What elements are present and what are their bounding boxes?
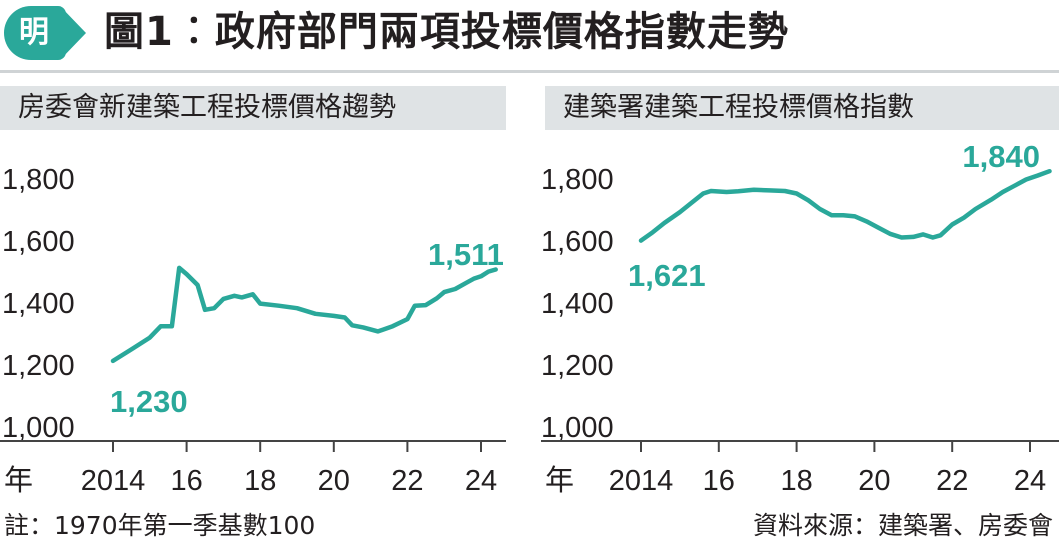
right-end-value-label: 1,840 xyxy=(962,139,1040,174)
left-x-axis-label: 年 xyxy=(4,463,33,497)
left-start-value-label: 1,230 xyxy=(110,384,188,419)
left-x-tick-label: 20 xyxy=(318,465,350,497)
logo-text: 明 xyxy=(19,15,49,50)
left-y-tick-label: 1,800 xyxy=(2,164,75,196)
left-end-value-label: 1,511 xyxy=(428,237,504,272)
right-x-axis-label: 年 xyxy=(545,463,574,497)
right-x-tick-label: 22 xyxy=(936,465,968,497)
page-title: 圖1︰政府部門兩項投標價格指數走勢 xyxy=(104,9,789,55)
header-rule xyxy=(0,70,1059,73)
left-y-tick-label: 1,200 xyxy=(2,350,75,382)
right-y-tick-label: 1,200 xyxy=(541,350,614,382)
footnote: 註：1970年第一季基數100 xyxy=(4,511,316,540)
source-note: 資料來源：建築署、房委會 xyxy=(752,511,1053,540)
right-x-tick-label: 24 xyxy=(1014,465,1046,497)
right-y-tick-label: 1,600 xyxy=(541,226,614,258)
left-x-tick-label: 2014 xyxy=(81,465,146,497)
right-chart-title: 建築署建築工程投標價格指數 xyxy=(545,86,1059,130)
left-x-tick-label: 22 xyxy=(391,465,423,497)
left-series-line xyxy=(110,265,498,364)
right-x-tick-label: 2014 xyxy=(609,465,674,497)
right-y-tick-label: 1,400 xyxy=(541,288,614,320)
left-y-tick-label: 1,000 xyxy=(2,412,75,444)
right-x-tick-label: 16 xyxy=(703,465,735,497)
left-x-tick-label: 24 xyxy=(465,465,497,497)
left-y-tick-label: 1,400 xyxy=(2,288,75,320)
right-series-line xyxy=(638,168,1052,243)
right-y-tick-label: 1,000 xyxy=(541,412,614,444)
left-y-tick-label: 1,600 xyxy=(2,226,75,258)
left-x-tick-label: 16 xyxy=(170,465,202,497)
logo-badge: 明 xyxy=(4,6,66,60)
right-y-tick-label: 1,800 xyxy=(541,164,614,196)
left-x-tick-label: 18 xyxy=(244,465,276,497)
right-start-value-label: 1,621 xyxy=(628,258,706,293)
right-x-tick-label: 18 xyxy=(780,465,812,497)
header: 明 圖1︰政府部門兩項投標價格指數走勢 xyxy=(0,0,1059,66)
chevron-arrow-icon xyxy=(60,6,86,60)
right-x-tick-label: 20 xyxy=(858,465,890,497)
left-chart-title: 房委會新建築工程投標價格趨勢 xyxy=(0,86,506,130)
